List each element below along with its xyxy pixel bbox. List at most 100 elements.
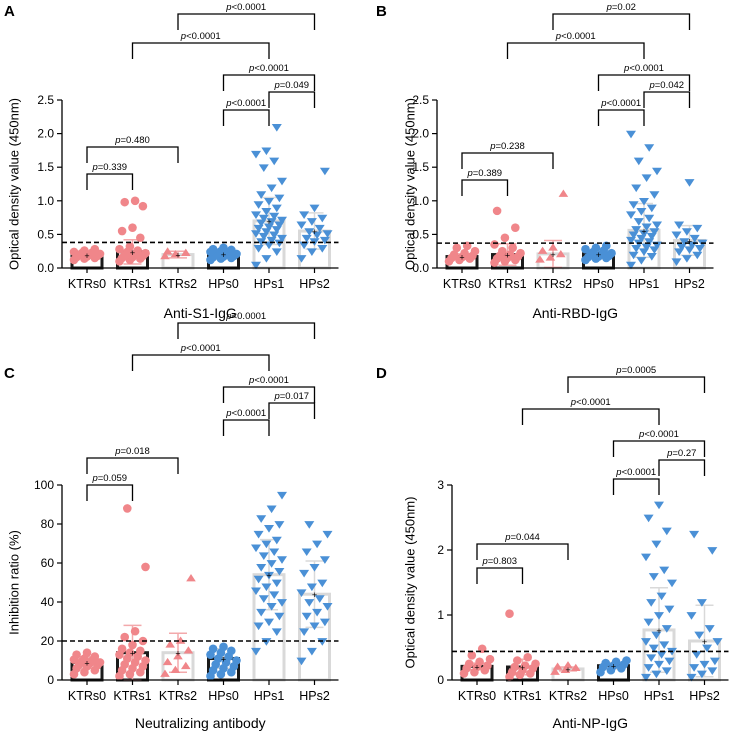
- point-c-3-8: [232, 656, 241, 665]
- point-d-5-11: [686, 612, 697, 620]
- point-c-5-10: [314, 595, 325, 603]
- y-tick-label-c-1: 20: [41, 634, 55, 648]
- point-a-2-0: [160, 252, 170, 260]
- mean-marker-a-4: +: [266, 217, 271, 227]
- mean-marker-b-0: +: [459, 253, 464, 263]
- x-tick-label-c-0: KTRs0: [68, 689, 106, 703]
- bracket-a-4: [222, 74, 316, 91]
- point-c-5-4: [309, 622, 320, 631]
- point-a-5-0: [296, 255, 307, 263]
- x-tick-label-a-0: KTRs0: [68, 277, 106, 291]
- point-c-5-17: [301, 548, 312, 557]
- point-c-1-14: [117, 644, 127, 654]
- point-c-5-2: [317, 638, 328, 646]
- point-c-1-8: [141, 656, 150, 665]
- mean-marker-b-1: +: [505, 251, 510, 261]
- point-b-5-11: [671, 231, 682, 240]
- point-b-5-10: [689, 234, 700, 243]
- bracket-c-6: [177, 322, 316, 339]
- point-a-5-3: [299, 241, 310, 250]
- point-c-4-0: [251, 647, 261, 656]
- point-d-4-3: [643, 664, 654, 672]
- point-c-4-3: [253, 622, 264, 631]
- p-value-d-4: p<0.0001: [638, 429, 679, 440]
- y-tick-label-c-3: 60: [41, 556, 55, 570]
- point-c-4-23: [261, 540, 272, 549]
- point-c-4-26: [264, 525, 274, 533]
- p-value-b-5: p<0.0001: [555, 31, 596, 42]
- point-d-4-18: [656, 592, 667, 601]
- point-c-0-8: [95, 658, 105, 667]
- point-a-5-2: [317, 244, 328, 253]
- x-tick-label-c-4: HPs1: [254, 689, 285, 703]
- point-b-4-22: [626, 211, 636, 219]
- y-tick-label-a-2: 1.0: [37, 194, 54, 208]
- point-b-5-1: [681, 255, 692, 263]
- point-c-1-19: [141, 562, 150, 572]
- point-a-1-13: [136, 233, 145, 243]
- point-b-2-3: [537, 246, 548, 254]
- p-value-a-3: p=0.049: [273, 80, 309, 91]
- point-c-4-21: [269, 548, 280, 557]
- bracket-c-3: [268, 402, 316, 419]
- point-b-5-14: [674, 221, 685, 230]
- point-c-4-29: [266, 505, 277, 514]
- x-tick-label-b-5: HPs2: [674, 277, 705, 291]
- point-c-2-0: [160, 669, 170, 677]
- bracket-c-2: [222, 419, 270, 436]
- point-b-4-28: [631, 184, 642, 193]
- bracket-b-6: [552, 13, 691, 30]
- point-a-4-2: [271, 248, 282, 256]
- mean-marker-a-1: +: [130, 248, 135, 258]
- point-a-4-1: [261, 255, 272, 263]
- bracket-b-3: [643, 91, 691, 108]
- p-value-d-5: p<0.0001: [570, 397, 611, 408]
- point-b-0-8: [470, 246, 480, 256]
- p-value-a-4: p<0.0001: [248, 63, 289, 74]
- y-tick-label-a-1: 0.5: [37, 227, 54, 241]
- point-a-1-16: [138, 201, 148, 211]
- x-tick-label-c-2: KTRs2: [159, 689, 197, 703]
- point-c-4-16: [274, 567, 285, 576]
- point-c-5-13: [317, 579, 328, 588]
- p-value-a-0: p=0.339: [91, 162, 127, 173]
- point-d-5-7: [702, 644, 713, 653]
- point-b-4-33: [626, 130, 636, 139]
- point-b-0-7: [460, 248, 469, 258]
- point-b-1-10: [508, 243, 517, 253]
- point-d-4-6: [646, 654, 657, 662]
- point-d-5-4: [699, 660, 710, 669]
- mean-marker-c-2: +: [175, 649, 180, 659]
- point-c-4-18: [266, 560, 277, 568]
- y-tick-label-d-2: 2: [437, 543, 444, 557]
- x-tick-label-b-2: KTRs2: [534, 277, 572, 291]
- mean-marker-b-2: +: [550, 250, 555, 260]
- p-value-b-2: p<0.0001: [600, 98, 641, 109]
- p-value-c-1: p=0.018: [114, 446, 150, 457]
- point-c-5-1: [306, 647, 317, 656]
- point-b-0-6: [449, 250, 459, 259]
- point-d-5-9: [694, 631, 705, 640]
- point-a-0-11: [69, 247, 79, 257]
- p-value-c-2: p<0.0001: [225, 408, 266, 419]
- point-a-5-15: [309, 204, 320, 213]
- y-tick-label-d-1: 1: [437, 608, 444, 622]
- point-d-4-22: [641, 553, 651, 562]
- point-a-1-11: [115, 244, 124, 254]
- x-tick-label-b-1: KTRs1: [488, 277, 526, 291]
- point-a-1-18: [130, 196, 140, 206]
- point-a-5-13: [317, 214, 328, 223]
- point-c-2-7: [175, 636, 186, 644]
- point-a-5-10: [314, 224, 325, 233]
- y-tick-label-b-5: 2.5: [412, 93, 429, 107]
- point-b-5-12: [681, 228, 692, 236]
- point-a-4-22: [251, 211, 261, 219]
- point-c-2-1: [170, 665, 181, 673]
- y-axis-label-c: Inhibition ratio (%): [7, 530, 22, 635]
- bracket-b-4: [597, 74, 691, 91]
- point-d-4-10: [659, 641, 670, 649]
- p-value-a-5: p<0.0001: [180, 31, 221, 42]
- point-a-2-1: [170, 250, 181, 258]
- point-c-5-6: [301, 612, 312, 621]
- bracket-c-4: [222, 386, 316, 403]
